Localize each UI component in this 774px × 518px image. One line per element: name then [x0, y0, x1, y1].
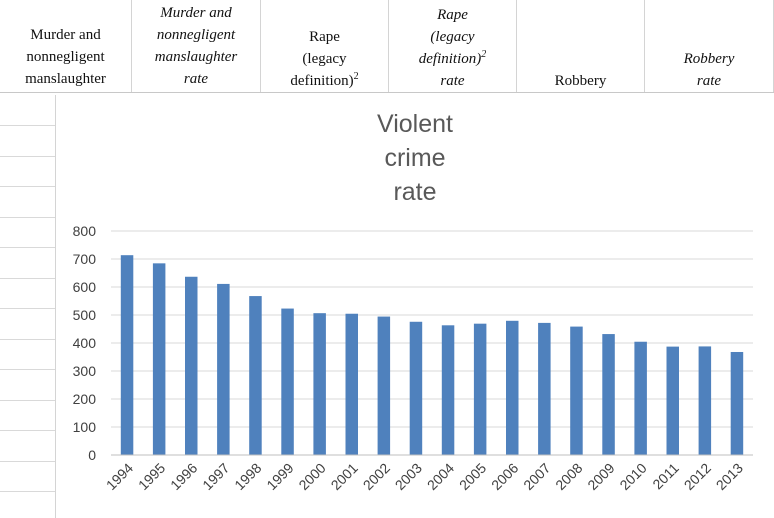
bar-1995 [152, 263, 166, 455]
header-cell-5[interactable]: Robbery [517, 0, 645, 92]
grid-row-line [0, 156, 55, 157]
grid-row-line [0, 186, 55, 187]
header-cell-line: definition)2 [290, 71, 359, 90]
chart-title-line: crime [384, 144, 445, 172]
header-cell-line: Murder and [160, 5, 232, 21]
x-tick-label: 1999 [263, 460, 296, 493]
bar-1994 [120, 255, 134, 455]
header-cell-line: Rape [309, 29, 340, 45]
header-cell-line: manslaughter [25, 71, 106, 87]
bar-2007 [538, 322, 551, 455]
header-cell-line: rate [440, 73, 465, 89]
header-cell-line: Murder and [30, 27, 101, 43]
x-tick-label: 1998 [231, 460, 264, 493]
y-tick-label: 500 [73, 307, 97, 323]
x-tick-label: 2004 [424, 460, 457, 493]
bar-2008 [570, 326, 583, 455]
header-cell-line: Rape [437, 7, 468, 23]
y-tick-label: 300 [73, 363, 97, 379]
footnote-marker: 2 [353, 71, 359, 82]
header-cell-line: Robbery [683, 51, 735, 67]
violent-crime-rate-chart: Violent crime rate 0 100 200 300 400 500 600 700 80… [73, 110, 753, 493]
x-tick-label: 2001 [328, 460, 361, 493]
bar-1996 [185, 276, 198, 455]
x-tick-label: 2008 [552, 460, 585, 493]
x-tick-label: 1994 [103, 460, 136, 493]
grid-row-line [0, 369, 55, 370]
x-tick-label: 2000 [295, 460, 328, 493]
x-tick-label: 2006 [488, 460, 521, 493]
bar-2011 [666, 346, 679, 455]
y-tick-label: 0 [88, 447, 96, 463]
x-tick-label: 2007 [520, 460, 553, 493]
bar-1999 [281, 308, 294, 455]
x-tick-label: 2005 [456, 460, 489, 493]
grid-row-line [0, 339, 55, 340]
header-cell-line: (legacy [302, 51, 347, 67]
bar-2006 [506, 320, 519, 455]
header-cell-line: definition)2 [418, 49, 487, 68]
header-cell-1[interactable]: Murder and nonnegligent manslaughter [0, 0, 132, 92]
grid-row-line [0, 430, 55, 431]
header-cell-4[interactable]: Rape (legacy definition)2 rate [389, 0, 517, 92]
chart-area[interactable]: Violent crime rate 0 100 200 300 400 500 600 700 80… [56, 95, 774, 518]
y-tick-label: 200 [73, 391, 97, 407]
grid-row-line [0, 217, 55, 218]
bar-2009 [602, 334, 615, 455]
x-tick-label: 2002 [360, 460, 393, 493]
header-cell-line: nonnegligent [156, 27, 236, 43]
header-cell-3[interactable]: Rape (legacy definition)2 [261, 0, 389, 92]
bar-2003 [409, 321, 423, 455]
bar-2010 [634, 341, 647, 455]
footnote-marker: 2 [481, 49, 487, 60]
bar-2000 [313, 313, 326, 455]
bar-2002 [377, 316, 391, 455]
grid-row-line [0, 247, 55, 248]
bar-2013 [730, 351, 744, 455]
y-tick-label: 100 [73, 419, 97, 435]
grid-row-line [0, 308, 55, 309]
chart-title-line: rate [393, 178, 436, 206]
grid-row-line [0, 125, 55, 126]
y-tick-label: 600 [73, 279, 97, 295]
y-tick-label: 400 [73, 335, 97, 351]
header-cell-line: Robbery [554, 73, 607, 89]
x-tick-label: 2013 [713, 460, 746, 493]
x-tick-label: 2012 [681, 460, 714, 493]
x-tick-label: 2010 [616, 460, 649, 493]
header-cell-line: (legacy [430, 29, 475, 45]
bar-2004 [441, 325, 455, 455]
spreadsheet-left-grid [0, 95, 56, 518]
x-tick-label: 1997 [199, 460, 232, 493]
y-tick-label: 800 [73, 223, 97, 239]
bar-1997 [217, 283, 230, 455]
y-tick-label: 700 [73, 251, 97, 267]
header-cell-2[interactable]: Murder and nonnegligent manslaughter rate [132, 0, 261, 92]
bar-1998 [249, 296, 262, 455]
header-cell-line: rate [696, 73, 722, 89]
grid-row-line [0, 278, 55, 279]
header-cell-line: nonnegligent [26, 49, 105, 65]
grid-row-line [0, 461, 55, 462]
x-tick-label: 2009 [584, 460, 617, 493]
x-tick-label: 2011 [649, 460, 682, 493]
x-tick-label: 2003 [392, 460, 425, 493]
x-tick-label: 1996 [167, 460, 200, 493]
spreadsheet-header-row: Murder and nonnegligent manslaughter Murder… [0, 0, 774, 93]
header-cell-line: rate [183, 71, 209, 87]
bar-2005 [473, 323, 487, 455]
bar-2001 [345, 313, 358, 455]
header-cell-6[interactable]: Robbery rate [645, 0, 774, 92]
bar-2012 [698, 346, 712, 455]
grid-row-line [0, 400, 55, 401]
x-tick-label: 1995 [135, 460, 168, 493]
header-cell-line: manslaughter [154, 49, 238, 65]
chart-title-line: Violent [377, 110, 453, 138]
grid-row-line [0, 491, 55, 492]
